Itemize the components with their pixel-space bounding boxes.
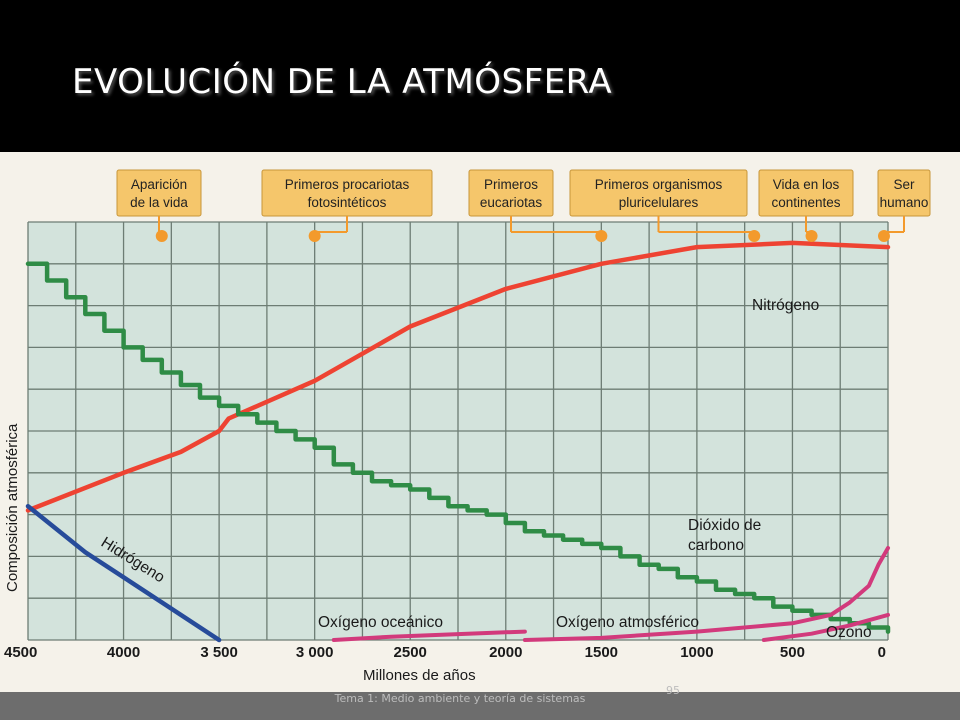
event-label: Ser [893,177,915,192]
x-tick-labels: 4500 4000 3 500 3 000 2500 2000 1500 1000 500 0 [4,644,886,661]
event-dot [878,230,890,242]
footer-text: Tema 1: Medio ambiente y teoría de siste… [334,692,586,705]
x-tick-label: 3 000 [296,644,334,661]
series-layer [25,240,891,643]
event-dot [805,230,818,242]
event-dot [595,230,608,242]
event-label: Vida en los [773,177,840,192]
event-layer: Aparición de la vida Primeros procariotas f… [116,169,931,242]
event-marker: Vida en los continentes [758,169,854,242]
x-tick-label: 2500 [394,644,427,661]
event-label: Primeros organismos [595,177,723,192]
x-tick-label: 4500 [4,644,37,661]
series-label-nitrogen: Nitrógeno [752,297,819,314]
event-marker: Primeros organismos pluricelulares [569,169,761,242]
event-label: fotosintéticos [308,195,387,210]
series-label-atmospheric-oxygen: Oxígeno atmosférico [556,614,699,631]
hydrogen-line [25,503,222,643]
event-label: Primeros procariotas [285,177,410,192]
x-tick-label: 3 500 [200,644,238,661]
series-label-ozone: Ozono [826,624,872,641]
event-marker: Ser humano [877,169,931,242]
chart-area: Aparición de la vida Primeros procariotas f… [0,152,960,692]
event-dot [748,230,761,242]
slide-title: EVOLUCIÓN DE LA ATMÓSFERA [72,62,613,102]
grid [27,221,889,641]
atmosphere-evolution-chart: Aparición de la vida Primeros procariotas f… [4,169,931,684]
x-tick-label: 4000 [107,644,140,661]
co2-label-line-2: carbono [688,537,744,554]
x-tick-label: 2000 [489,644,522,661]
co2-line [25,261,891,634]
nitrogen-line [25,240,891,513]
x-tick-label: 0 [878,644,886,661]
co2-label-line-1: Dióxido de [688,517,761,534]
x-tick-label: 500 [780,644,805,661]
x-tick-label: 1500 [585,644,618,661]
event-label: humano [880,195,929,210]
event-label: Primeros [484,177,538,192]
y-axis-title: Composición atmosférica [4,423,21,592]
title-bar [0,0,960,152]
series-label-co2: Dióxido de carbono [688,517,766,554]
footer-bar [0,692,960,720]
oceanic-oxygen-line [331,629,527,642]
event-label: de la vida [130,195,188,210]
event-marker: Primeros procariotas fotosintéticos [261,169,433,242]
event-label: eucariotas [480,195,543,210]
series-label-oceanic-oxygen: Oxígeno oceánico [318,614,443,631]
event-marker: Primeros eucariotas [468,169,608,242]
event-dot [155,230,168,242]
x-axis-title: Millones de años [363,667,476,684]
x-tick-label: 1000 [680,644,713,661]
page-number: 95 [666,684,680,697]
atmospheric-oxygen-line [522,546,890,642]
event-label: continentes [771,195,840,210]
event-dot [308,230,321,242]
event-label: pluricelulares [619,195,699,210]
event-label: Aparición [131,177,187,192]
ozone-line [761,612,890,642]
event-marker: Aparición de la vida [116,169,202,242]
